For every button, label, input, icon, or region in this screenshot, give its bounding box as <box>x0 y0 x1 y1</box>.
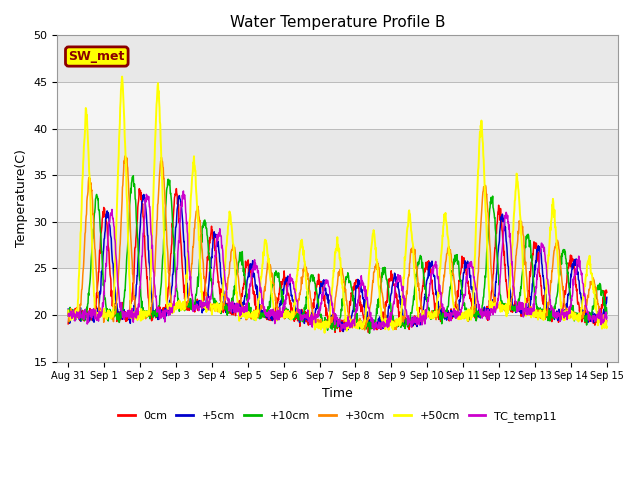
Bar <box>58 222 618 268</box>
+10cm <box>244 309 252 315</box>
+30cm <box>540 311 547 316</box>
0cm <box>422 267 429 273</box>
TC_temp11 <box>65 312 72 318</box>
+50cm <box>422 314 429 320</box>
Title: Water Temperature Profile B: Water Temperature Profile B <box>230 15 445 30</box>
+50cm <box>244 313 252 319</box>
+30cm <box>244 314 252 320</box>
+50cm <box>118 74 126 80</box>
+5cm <box>339 329 347 335</box>
X-axis label: Time: Time <box>322 387 353 400</box>
+30cm <box>361 327 369 333</box>
+30cm <box>184 296 192 302</box>
Line: 0cm: 0cm <box>68 189 607 333</box>
+10cm <box>129 173 137 179</box>
+50cm <box>603 324 611 330</box>
+50cm <box>172 302 179 308</box>
0cm <box>244 270 252 276</box>
Line: TC_temp11: TC_temp11 <box>68 191 607 330</box>
TC_temp11 <box>244 295 252 300</box>
Line: +10cm: +10cm <box>68 176 607 333</box>
Y-axis label: Temperature(C): Temperature(C) <box>15 150 28 248</box>
+10cm <box>492 238 500 243</box>
+50cm <box>540 317 547 323</box>
Line: +50cm: +50cm <box>68 77 607 333</box>
+50cm <box>184 245 192 251</box>
Line: +5cm: +5cm <box>68 194 607 332</box>
+30cm <box>603 318 611 324</box>
TC_temp11 <box>171 294 179 300</box>
TC_temp11 <box>180 188 188 194</box>
0cm <box>540 300 547 306</box>
+5cm <box>603 294 611 300</box>
+5cm <box>172 234 179 240</box>
+5cm <box>65 306 72 312</box>
+10cm <box>365 330 373 336</box>
+5cm <box>244 270 252 276</box>
+30cm <box>121 153 129 159</box>
+5cm <box>540 277 547 283</box>
+30cm <box>492 305 500 311</box>
+10cm <box>184 304 192 310</box>
+5cm <box>422 292 429 298</box>
0cm <box>171 193 179 199</box>
TC_temp11 <box>184 249 192 254</box>
Bar <box>58 129 618 175</box>
Bar <box>58 315 618 362</box>
0cm <box>65 321 72 327</box>
+50cm <box>65 308 72 313</box>
Bar <box>58 82 618 129</box>
+30cm <box>422 308 429 314</box>
+50cm <box>492 306 500 312</box>
0cm <box>365 330 372 336</box>
TC_temp11 <box>603 314 611 320</box>
Bar <box>58 175 618 222</box>
+10cm <box>422 285 429 291</box>
+10cm <box>65 313 72 319</box>
+5cm <box>184 295 192 301</box>
0cm <box>603 289 611 295</box>
+10cm <box>172 269 179 275</box>
Legend: 0cm, +5cm, +10cm, +30cm, +50cm, TC_temp11: 0cm, +5cm, +10cm, +30cm, +50cm, TC_temp1… <box>114 407 561 426</box>
Bar <box>58 36 618 82</box>
Line: +30cm: +30cm <box>68 156 607 330</box>
TC_temp11 <box>422 307 429 313</box>
+5cm <box>140 192 148 197</box>
+50cm <box>321 330 328 336</box>
TC_temp11 <box>540 246 547 252</box>
+30cm <box>65 311 72 316</box>
Bar <box>58 268 618 315</box>
+5cm <box>492 279 500 285</box>
0cm <box>492 228 500 234</box>
0cm <box>173 186 180 192</box>
+30cm <box>172 302 179 308</box>
TC_temp11 <box>337 327 345 333</box>
+10cm <box>540 310 547 316</box>
+10cm <box>603 311 611 317</box>
0cm <box>184 303 192 309</box>
TC_temp11 <box>492 306 500 312</box>
Text: SW_met: SW_met <box>68 50 125 63</box>
